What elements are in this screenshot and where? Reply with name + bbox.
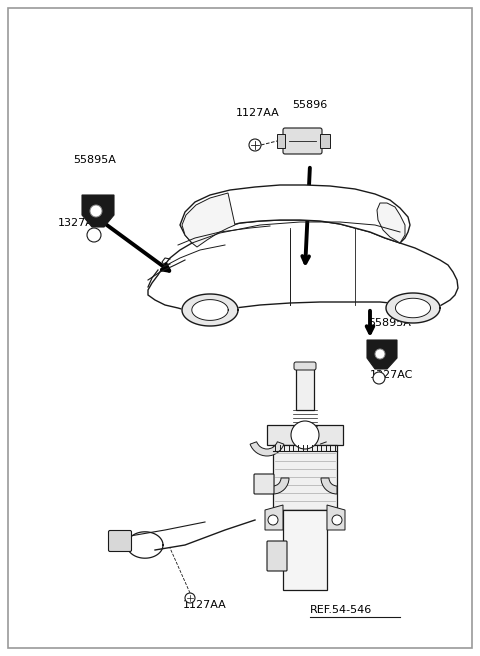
FancyBboxPatch shape <box>283 128 322 154</box>
Wedge shape <box>250 441 284 456</box>
Circle shape <box>332 515 342 525</box>
Polygon shape <box>265 505 283 530</box>
FancyBboxPatch shape <box>267 541 287 571</box>
FancyBboxPatch shape <box>108 531 132 552</box>
Polygon shape <box>182 294 238 326</box>
Circle shape <box>87 228 101 242</box>
Text: 1127AA: 1127AA <box>183 600 227 610</box>
FancyBboxPatch shape <box>254 474 274 494</box>
Circle shape <box>268 515 278 525</box>
Text: 55896: 55896 <box>292 100 328 110</box>
Polygon shape <box>182 193 235 247</box>
Polygon shape <box>386 293 440 323</box>
Polygon shape <box>327 505 345 530</box>
Bar <box>320 134 330 148</box>
Bar <box>277 134 285 148</box>
Polygon shape <box>192 300 228 320</box>
Bar <box>267 425 343 445</box>
Polygon shape <box>367 340 397 369</box>
Polygon shape <box>148 220 458 313</box>
Text: 55895A: 55895A <box>73 155 117 165</box>
Wedge shape <box>320 441 327 444</box>
Text: 55895A: 55895A <box>368 318 411 328</box>
Circle shape <box>185 593 195 603</box>
Wedge shape <box>321 478 337 494</box>
Polygon shape <box>396 298 431 318</box>
Bar <box>283 510 327 590</box>
Circle shape <box>373 372 385 384</box>
Polygon shape <box>180 185 410 243</box>
Text: 1327AC: 1327AC <box>58 218 102 228</box>
Circle shape <box>375 349 385 359</box>
Text: 1327AC: 1327AC <box>370 370 413 380</box>
Text: 1127AA: 1127AA <box>236 108 280 118</box>
Circle shape <box>90 205 102 217</box>
Circle shape <box>249 139 261 151</box>
Polygon shape <box>377 203 405 243</box>
Wedge shape <box>273 478 289 494</box>
Bar <box>296 368 314 410</box>
Polygon shape <box>82 195 114 227</box>
Bar <box>273 445 337 510</box>
FancyBboxPatch shape <box>294 362 316 370</box>
Circle shape <box>291 421 319 449</box>
Text: REF.54-546: REF.54-546 <box>310 605 372 615</box>
